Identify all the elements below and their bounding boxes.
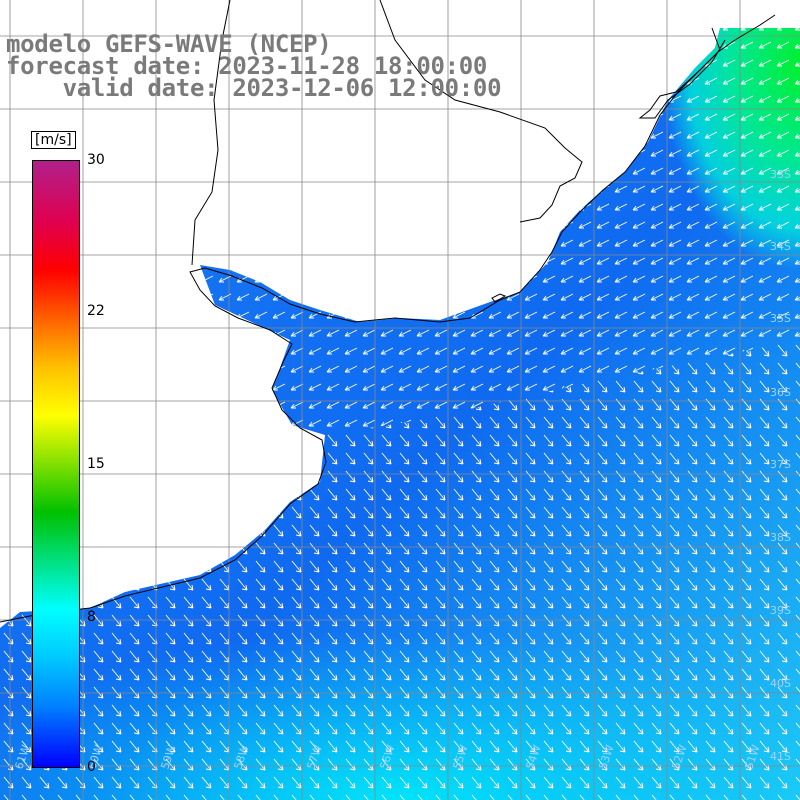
border-argentina-uruguay <box>191 0 231 266</box>
wind-arrows-north <box>200 28 800 435</box>
border-uruguay-brazil <box>379 0 583 223</box>
color-scale-bar <box>32 160 80 768</box>
lat-label: 33S <box>770 168 791 181</box>
lat-label: 37S <box>770 458 791 471</box>
wind-speed-field <box>0 28 800 800</box>
lat-label: 34S <box>770 240 791 253</box>
map-title-forecast-date: forecast date: 2023-11-28 18:00:00 <box>6 52 488 80</box>
lagoon-outline <box>638 27 726 119</box>
lat-label: 40S <box>770 677 791 690</box>
legend-tick-label: 0 <box>87 759 96 775</box>
legend-tick-label: 22 <box>87 303 105 319</box>
legend-tick-label: 15 <box>87 456 105 472</box>
legend-tick-label: 8 <box>87 609 96 625</box>
lat-label: 38S <box>770 531 791 544</box>
coastline <box>0 0 776 623</box>
map-axis-labels: 33S 34S 35S 36S 37S 38S 39S 40S 41S 61W … <box>12 168 791 771</box>
lat-label: 36S <box>770 386 791 399</box>
legend-tick-label: 30 <box>87 152 105 168</box>
lat-label: 41S <box>770 750 791 763</box>
map-title-model: modelo GEFS-WAVE (NCEP) <box>6 30 332 58</box>
coastline-atlantic <box>0 14 776 623</box>
map-title-valid-date: valid date: 2023-12-06 12:00:00 <box>6 74 502 102</box>
coastline-rio-de-la-plata-north <box>491 293 507 303</box>
wind-arrows-south <box>0 340 800 800</box>
lat-label: 35S <box>770 312 791 325</box>
lat-label: 39S <box>770 604 791 617</box>
legend-unit: [m/s] <box>31 131 76 149</box>
